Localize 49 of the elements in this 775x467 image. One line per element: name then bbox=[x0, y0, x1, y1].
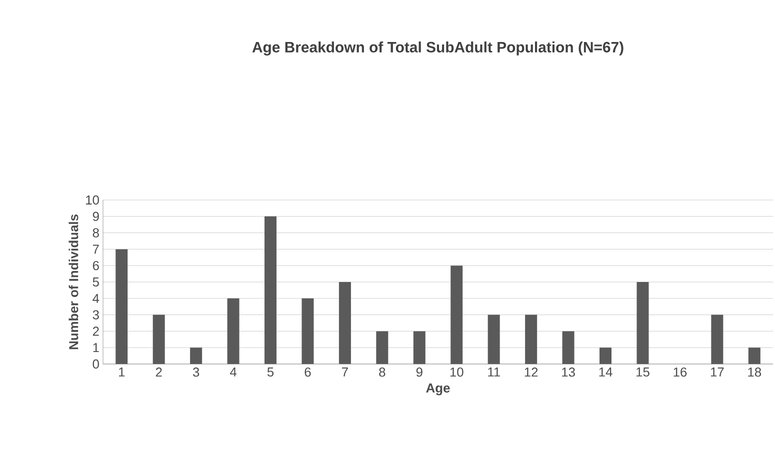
y-tick-label: 10 bbox=[86, 195, 99, 205]
bar bbox=[190, 348, 202, 364]
chart-title: Age Breakdown of Total SubAdult Population (N=67) bbox=[252, 42, 624, 56]
bar bbox=[152, 314, 165, 364]
x-tick-label: 5 bbox=[267, 368, 274, 377]
y-tick-label: 8 bbox=[92, 228, 99, 238]
x-tick-label: 4 bbox=[230, 368, 237, 376]
bar bbox=[413, 331, 426, 364]
x-tick-label: 14 bbox=[599, 368, 612, 376]
x-tick-label: 7 bbox=[342, 368, 348, 376]
bar bbox=[338, 282, 351, 364]
y-tick-label: 3 bbox=[92, 310, 99, 320]
bar bbox=[450, 266, 463, 364]
bar bbox=[636, 282, 649, 364]
bar bbox=[600, 348, 612, 364]
x-tick-label: 1 bbox=[118, 368, 125, 376]
y-tick-label: 7 bbox=[92, 244, 99, 254]
y-tick-label: 4 bbox=[92, 294, 100, 303]
x-tick-label: 13 bbox=[562, 368, 575, 377]
y-tick-label: 1 bbox=[93, 343, 99, 352]
x-axis-title: Age bbox=[426, 384, 450, 396]
bar bbox=[711, 314, 724, 364]
x-tick-label: 15 bbox=[636, 368, 650, 377]
bar bbox=[562, 331, 574, 364]
x-tick-label: 6 bbox=[304, 368, 311, 377]
y-tick-label: 9 bbox=[92, 212, 99, 221]
bar bbox=[302, 298, 314, 364]
bar bbox=[116, 249, 128, 364]
x-tick-label: 8 bbox=[379, 368, 386, 377]
x-tick-label: 11 bbox=[488, 368, 500, 376]
bar bbox=[525, 314, 538, 364]
x-tick-label: 12 bbox=[524, 368, 538, 377]
bar bbox=[748, 348, 760, 364]
bar bbox=[264, 216, 277, 364]
x-tick-label: 3 bbox=[192, 368, 200, 377]
y-axis-title: Number of Individuals bbox=[68, 214, 78, 350]
x-tick-label: 2 bbox=[156, 368, 162, 377]
bar bbox=[227, 298, 240, 364]
y-tick-label: 2 bbox=[92, 326, 99, 336]
y-tick-label: 5 bbox=[92, 277, 99, 287]
bar bbox=[376, 331, 388, 364]
x-tick-label: 17 bbox=[710, 368, 724, 376]
x-tick-label: 16 bbox=[674, 368, 687, 377]
x-tick-label: 9 bbox=[416, 368, 422, 377]
y-tick-label: 0 bbox=[92, 359, 99, 369]
bar bbox=[488, 314, 500, 364]
y-tick-label: 6 bbox=[92, 261, 99, 270]
x-tick-label: 18 bbox=[748, 368, 762, 377]
x-tick-label: 10 bbox=[450, 368, 464, 377]
